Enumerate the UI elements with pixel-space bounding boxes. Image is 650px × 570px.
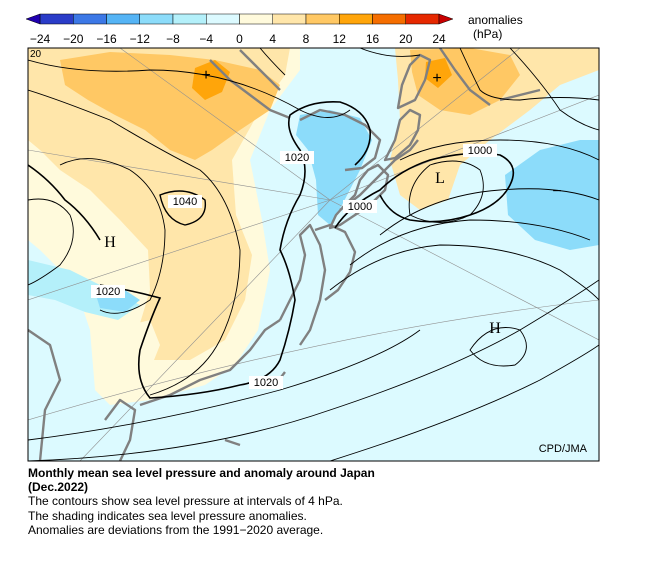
low-pressure-center-east: L	[435, 170, 445, 187]
colorbar-tick-label: 12	[333, 32, 347, 46]
anomaly-colorbar: −24 −20 −16 −12 −8 −4 0 4 8 12 16 20 24 anomalies (h…	[25, 13, 523, 46]
colorbar-tick-label: 4	[269, 32, 276, 46]
colorbar-tick-label: −24	[30, 32, 51, 46]
colorbar-tick-label: 20	[399, 32, 413, 46]
caption-date: (Dec.2022)	[28, 480, 89, 494]
high-pressure-center-west: H	[104, 234, 116, 251]
pressure-contours-bold	[28, 100, 515, 399]
contour-label-1040: 1040	[173, 196, 197, 208]
positive-anomaly-center-northwest: +	[201, 67, 210, 84]
positive-anomaly-region-southwest	[110, 320, 160, 390]
graticule	[28, 48, 599, 461]
colorbar-label-unit: (hPa)	[473, 27, 502, 41]
caption-title: Monthly mean sea level pressure and anom…	[28, 466, 375, 480]
colorbar-arrow-left	[25, 13, 41, 25]
caption-normal-note: Anomalies are deviations from the 1991−2…	[28, 523, 324, 537]
colorbar-ticks: −24 −20 −16 −12 −8 −4 0 4 8 12 16 20 24	[30, 32, 446, 46]
negative-anomaly-region-east	[505, 140, 599, 250]
contour-label-1020-south: 1020	[254, 377, 278, 389]
colorbar-tick-label: −4	[199, 32, 213, 46]
colorbar-tick-label: 24	[432, 32, 446, 46]
contour-label-1020-west: 1020	[96, 286, 120, 298]
colorbar-tick-label: −16	[96, 32, 117, 46]
positive-anomaly-center-northeast: +	[432, 70, 441, 87]
colorbar-tick-label: 0	[236, 32, 243, 46]
negative-anomaly-center-east: −	[552, 183, 561, 200]
colorbar-tick-label: 8	[303, 32, 310, 46]
caption-contour-note: The contours show sea level pressure at …	[28, 494, 343, 508]
contour-label-1000-japan: 1000	[348, 201, 372, 213]
colorbar-tick-label: −12	[130, 32, 151, 46]
contour-label-1000-east: 1000	[468, 145, 492, 157]
colorbar-tick-label: 16	[366, 32, 380, 46]
map-frame	[27, 47, 600, 462]
contour-label-20-corner: 20	[30, 49, 42, 60]
colorbar-arrow-right	[438, 13, 454, 25]
colorbar-tick-label: −20	[63, 32, 84, 46]
contour-label-1020-north: 1020	[285, 152, 309, 164]
high-pressure-center-southeast: H	[489, 320, 501, 337]
colorbar-tick-label: −8	[166, 32, 180, 46]
negative-anomaly-region-sea-of-japan	[296, 110, 372, 225]
caption-shading-note: The shading indicates sea level pressure…	[28, 508, 307, 523]
pressure-contours	[28, 48, 599, 461]
colorbar-label-anomalies: anomalies	[468, 13, 523, 27]
figure-caption: Monthly mean sea level pressure and anom…	[28, 466, 628, 538]
colorbar-boxes	[25, 13, 454, 25]
positive-anomaly-region-northeast-core	[425, 58, 452, 88]
map-credit: CPD/JMA	[539, 443, 588, 455]
pressure-anomaly-map: 1040 1020 1020 1000 1000 1020 20 H L H +…	[27, 47, 600, 462]
